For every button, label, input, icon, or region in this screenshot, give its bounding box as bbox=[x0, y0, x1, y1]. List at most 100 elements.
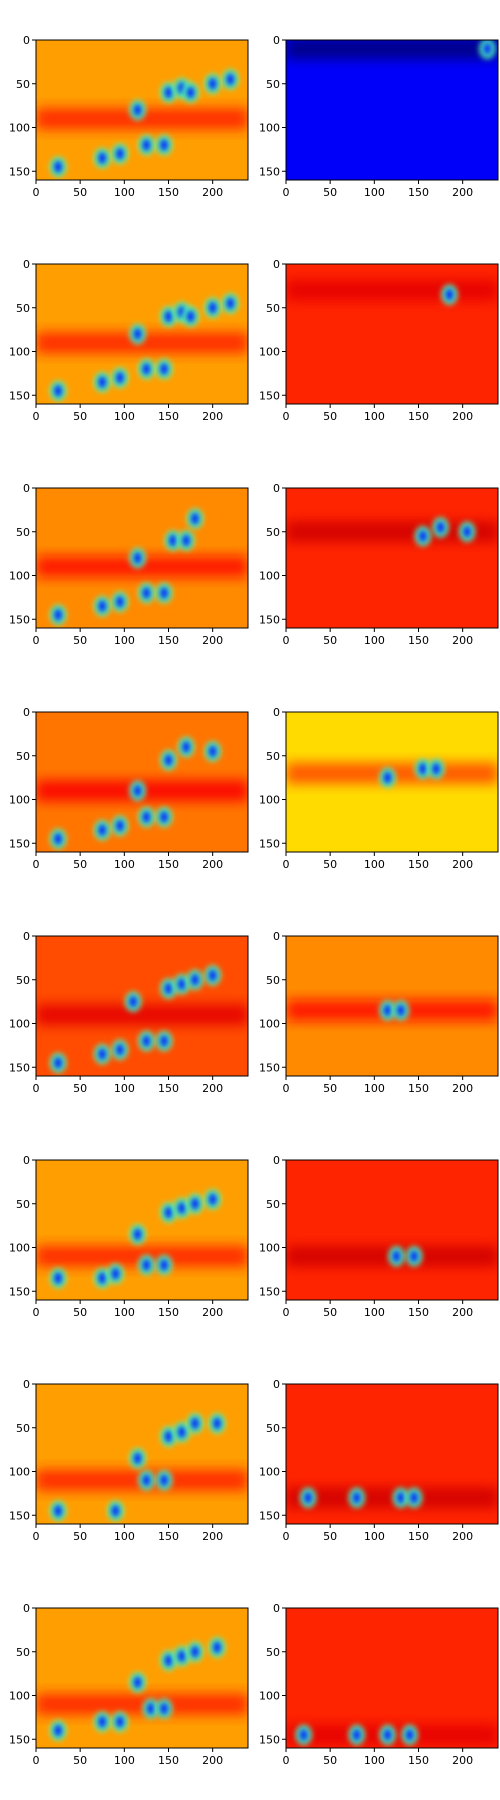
x-tick-label: 0 bbox=[283, 1754, 290, 1767]
heatmap-blob-core bbox=[133, 784, 142, 797]
x-tick-label: 0 bbox=[33, 1754, 40, 1767]
y-tick-label: 0 bbox=[23, 1378, 30, 1391]
x-tick-label: 150 bbox=[158, 1082, 179, 1095]
x-tick-label: 0 bbox=[283, 858, 290, 871]
y-tick-label: 100 bbox=[259, 122, 280, 135]
heatmap-blob-core bbox=[54, 1272, 63, 1285]
x-tick-label: 200 bbox=[202, 1082, 223, 1095]
heatmap-blob-core bbox=[436, 521, 445, 534]
x-tick-label: 100 bbox=[114, 858, 135, 871]
x-tick-label: 50 bbox=[73, 1754, 87, 1767]
axes-frame bbox=[285, 711, 499, 853]
heatmap-panel-6-1: 0 50 100 150 200 0 50 100 150 bbox=[9, 1154, 249, 1319]
x-tick-label: 50 bbox=[73, 1530, 87, 1543]
heatmap-panel-8-2: 0 50 100 150 200 0 50 100 150 bbox=[259, 1602, 499, 1767]
x-tick-label: 100 bbox=[114, 410, 135, 423]
heatmap-blob-core bbox=[115, 1715, 124, 1728]
heatmap-blob-core bbox=[98, 152, 107, 165]
heatmap-blob-core bbox=[396, 1491, 405, 1504]
heatmap-blob-core bbox=[213, 1641, 222, 1654]
axes-frame bbox=[285, 263, 499, 405]
y-tick-label: 50 bbox=[16, 1646, 30, 1659]
x-tick-label: 200 bbox=[452, 410, 473, 423]
heatmap-blob-core bbox=[133, 104, 142, 116]
heatmap-blob-core bbox=[160, 139, 169, 151]
heatmap-blob-core bbox=[160, 587, 169, 599]
y-tick-label: 50 bbox=[16, 526, 30, 539]
x-tick-label: 50 bbox=[323, 186, 337, 199]
y-tick-label: 150 bbox=[9, 1733, 30, 1746]
x-tick-label: 100 bbox=[364, 1754, 385, 1767]
heatmap-band bbox=[286, 1487, 498, 1509]
x-tick-label: 50 bbox=[323, 1754, 337, 1767]
heatmap-blob-core bbox=[213, 1417, 222, 1430]
heatmap-blob-core bbox=[160, 811, 169, 823]
heatmap-blob-core bbox=[98, 1715, 107, 1728]
heatmap-band bbox=[36, 1004, 248, 1026]
x-tick-label: 50 bbox=[323, 1082, 337, 1095]
heatmap-panel-2-2: 0 50 100 150 200 0 50 100 150 bbox=[259, 258, 499, 423]
heatmap-blob-core bbox=[208, 1193, 217, 1206]
heatmap-blob-core bbox=[410, 1250, 419, 1263]
y-tick-label: 0 bbox=[273, 1154, 280, 1167]
heatmap-blob-core bbox=[54, 1504, 63, 1517]
x-tick-label: 0 bbox=[33, 1306, 40, 1319]
y-tick-label: 0 bbox=[273, 1378, 280, 1391]
x-tick-label: 150 bbox=[158, 1306, 179, 1319]
x-tick-label: 0 bbox=[33, 1082, 40, 1095]
heatmap-blob-core bbox=[133, 1228, 142, 1241]
heatmap-blob-core bbox=[445, 288, 454, 301]
y-tick-label: 150 bbox=[9, 837, 30, 850]
y-tick-label: 0 bbox=[23, 258, 30, 271]
x-tick-label: 100 bbox=[114, 1754, 135, 1767]
x-tick-label: 50 bbox=[73, 1306, 87, 1319]
x-tick-label: 150 bbox=[408, 1082, 429, 1095]
heatmap-blob-core bbox=[410, 1491, 419, 1504]
x-tick-label: 0 bbox=[283, 1530, 290, 1543]
heatmap-panel-3-1: 0 50 100 150 200 0 50 100 150 bbox=[9, 482, 249, 647]
heatmap-blob-core bbox=[164, 310, 173, 323]
heatmap-panel-4-1: 0 50 100 150 200 0 50 100 150 bbox=[9, 706, 249, 871]
heatmap-blob-core bbox=[142, 811, 151, 823]
y-tick-label: 50 bbox=[266, 974, 280, 987]
y-tick-label: 150 bbox=[259, 1061, 280, 1074]
x-tick-label: 200 bbox=[452, 858, 473, 871]
heatmap-blob-core bbox=[392, 1250, 401, 1263]
y-tick-label: 100 bbox=[259, 794, 280, 807]
heatmap-blob-core bbox=[432, 762, 441, 775]
x-tick-label: 0 bbox=[283, 410, 290, 423]
heatmap-blob-core bbox=[54, 608, 63, 621]
axes-frame bbox=[35, 263, 249, 405]
y-tick-label: 150 bbox=[259, 389, 280, 402]
heatmap-blob-core bbox=[463, 525, 472, 538]
x-tick-label: 0 bbox=[33, 634, 40, 647]
y-tick-label: 100 bbox=[259, 1466, 280, 1479]
heatmap-blob-core bbox=[177, 1426, 186, 1439]
x-tick-label: 50 bbox=[73, 858, 87, 871]
heatmap-blob-core bbox=[418, 530, 427, 543]
y-tick-label: 150 bbox=[259, 1285, 280, 1298]
y-tick-label: 50 bbox=[266, 1198, 280, 1211]
axes-frame bbox=[285, 935, 499, 1077]
y-tick-label: 100 bbox=[9, 1690, 30, 1703]
heatmap-blob-core bbox=[182, 534, 191, 547]
y-tick-label: 50 bbox=[266, 1646, 280, 1659]
y-tick-label: 100 bbox=[9, 1018, 30, 1031]
axes-frame bbox=[35, 1159, 249, 1301]
heatmap-panel-3-2: 0 50 100 150 200 0 50 100 150 bbox=[259, 482, 499, 647]
heatmap-blob-core bbox=[160, 1474, 169, 1487]
y-tick-label: 0 bbox=[273, 34, 280, 47]
x-tick-label: 150 bbox=[408, 1754, 429, 1767]
x-tick-label: 150 bbox=[408, 186, 429, 199]
heatmap-panel-8-1: 0 50 100 150 200 0 50 100 150 bbox=[9, 1602, 249, 1767]
y-tick-label: 0 bbox=[273, 1602, 280, 1615]
y-tick-label: 100 bbox=[259, 1242, 280, 1255]
heatmap-blob-core bbox=[160, 363, 169, 375]
y-tick-label: 0 bbox=[23, 1154, 30, 1167]
heatmap-band bbox=[286, 279, 498, 301]
x-tick-label: 100 bbox=[364, 1306, 385, 1319]
heatmap-blob-core bbox=[191, 1417, 199, 1430]
x-tick-label: 150 bbox=[158, 634, 179, 647]
x-tick-label: 100 bbox=[364, 186, 385, 199]
y-tick-label: 100 bbox=[259, 1690, 280, 1703]
